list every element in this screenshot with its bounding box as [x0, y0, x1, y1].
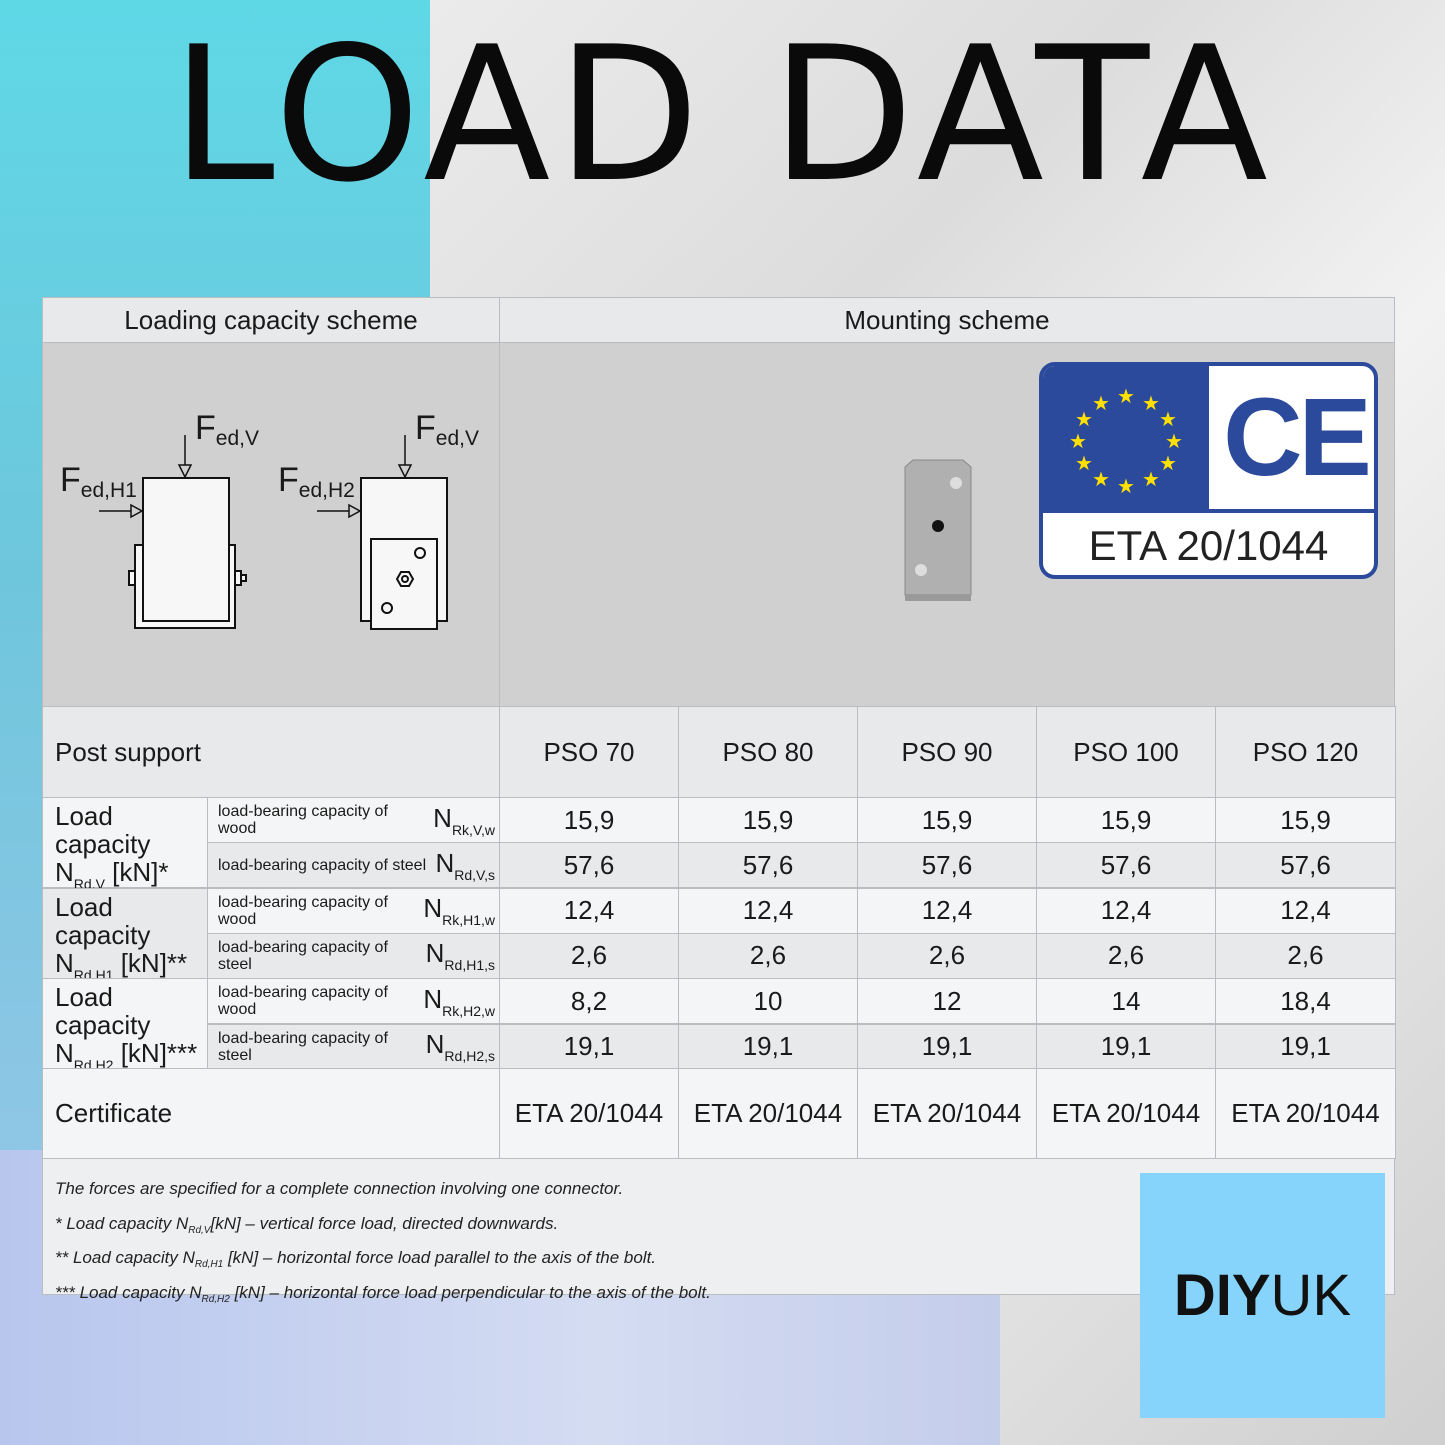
value-cell: 12 [857, 978, 1037, 1025]
force-label-h1: Fed,H1 [60, 461, 137, 502]
header-loading-scheme: Loading capacity scheme [42, 297, 500, 343]
svg-text:★: ★ [1117, 476, 1135, 498]
page-title: LOAD DATA [171, 6, 1274, 223]
value-cell: 15,9 [1036, 797, 1216, 843]
svg-text:★: ★ [1165, 431, 1183, 453]
ce-eta-badge: ★ ★ ★ ★ ★ ★ ★ ★ ★ ★ ★ ★ CE ETA 20/1044 [1039, 362, 1378, 579]
force-label-h2: Fed,H2 [278, 461, 355, 502]
post-support-label: Post support [42, 706, 500, 798]
value-cell: 12,4 [1036, 887, 1216, 934]
value-cell: 19,1 [857, 1023, 1037, 1070]
footnote-line: ** Load capacity NRd,H1 [kN] – horizonta… [55, 1248, 657, 1270]
footnote-line: * Load capacity NRd,V[kN] – vertical for… [55, 1213, 559, 1236]
svg-text:★: ★ [1075, 409, 1093, 431]
footnote-line: *** Load capacity NRd,H2 [kN] – horizont… [55, 1282, 711, 1305]
svg-text:★: ★ [1117, 386, 1135, 408]
value-cell: 14 [1036, 978, 1216, 1025]
value-cell: 2,6 [1036, 932, 1216, 979]
certificate-value: ETA 20/1044 [1036, 1068, 1216, 1159]
value-cell: 12,4 [499, 887, 679, 934]
svg-text:★: ★ [1159, 453, 1177, 475]
diyuk-logo: DIY UK [1140, 1173, 1385, 1418]
model-header: PSO 80 [678, 706, 858, 798]
eu-flag-icon: ★ ★ ★ ★ ★ ★ ★ ★ ★ ★ ★ ★ [1043, 366, 1209, 509]
svg-text:★: ★ [1142, 469, 1160, 491]
value-cell: 18,4 [1215, 978, 1396, 1025]
row-label: load-bearing capacity of wood NRk,V,w [207, 797, 500, 843]
ce-mark-icon: CE [1223, 376, 1372, 499]
force-label-vertical-2: Fed,V [415, 409, 479, 450]
certificate-value: ETA 20/1044 [857, 1068, 1037, 1159]
certificate-value: ETA 20/1044 [1215, 1068, 1396, 1159]
footnote-line: The forces are specified for a complete … [55, 1179, 624, 1198]
certificate-label: Certificate [42, 1068, 500, 1159]
row-label: load-bearing capacity of wood NRk,H2,w [207, 978, 500, 1025]
value-cell: 12,4 [857, 887, 1037, 934]
value-cell: 10 [678, 978, 858, 1025]
value-cell: 19,1 [678, 1023, 858, 1070]
value-cell: 19,1 [1036, 1023, 1216, 1070]
model-header: PSO 70 [499, 706, 679, 798]
value-cell: 15,9 [678, 797, 858, 843]
model-header: PSO 120 [1215, 706, 1396, 798]
model-header: PSO 90 [857, 706, 1037, 798]
row-label: load-bearing capacity of steel NRd,H2,s [207, 1023, 500, 1070]
certificate-value: ETA 20/1044 [678, 1068, 858, 1159]
mounting-scheme-area: ★ ★ ★ ★ ★ ★ ★ ★ ★ ★ ★ ★ CE ETA 20/1044 [499, 342, 1395, 707]
value-cell: 19,1 [1215, 1023, 1396, 1070]
value-cell: 2,6 [499, 932, 679, 979]
badge-eta-text: ETA 20/1044 [1088, 522, 1329, 569]
value-cell: 57,6 [678, 842, 858, 889]
value-cell: 2,6 [1215, 932, 1396, 979]
row-label: load-bearing capacity of steel NRd,V,s [207, 842, 500, 889]
row-label: load-bearing capacity of steel NRd,H1,s [207, 932, 500, 979]
header-mounting-scheme: Mounting scheme [499, 297, 1395, 343]
value-cell: 12,4 [1215, 887, 1396, 934]
svg-text:★: ★ [1142, 393, 1160, 415]
value-cell: 57,6 [1215, 842, 1396, 889]
row-label: load-bearing capacity of wood NRk,H1,w [207, 887, 500, 934]
post-support-bracket-image [904, 459, 972, 601]
value-cell: 12,4 [678, 887, 858, 934]
value-cell: 57,6 [1036, 842, 1216, 889]
value-cell: 8,2 [499, 978, 679, 1025]
group-label: Load capacity NRd,V [kN]* [42, 797, 208, 892]
value-cell: 57,6 [857, 842, 1037, 889]
value-cell: 15,9 [857, 797, 1037, 843]
load-diagram-image [99, 435, 448, 630]
value-cell: 15,9 [499, 797, 679, 843]
model-header: PSO 100 [1036, 706, 1216, 798]
value-cell: 15,9 [1215, 797, 1396, 843]
force-label-vertical-1: Fed,V [195, 409, 259, 450]
value-cell: 19,1 [499, 1023, 679, 1070]
svg-text:★: ★ [1092, 393, 1110, 415]
loading-scheme-diagram: Fed,V Fed,H1 Fed,V Fed,H2 [42, 342, 500, 707]
svg-text:★: ★ [1075, 453, 1093, 475]
value-cell: 57,6 [499, 842, 679, 889]
certificate-value: ETA 20/1044 [499, 1068, 679, 1159]
group-label: Load capacity NRd,H1 [kN]** [42, 887, 208, 983]
group-label: Load capacity NRd,H2 [kN]*** [42, 978, 208, 1073]
svg-text:★: ★ [1092, 469, 1110, 491]
svg-text:★: ★ [1159, 409, 1177, 431]
value-cell: 2,6 [857, 932, 1037, 979]
value-cell: 2,6 [678, 932, 858, 979]
svg-text:★: ★ [1069, 431, 1087, 453]
